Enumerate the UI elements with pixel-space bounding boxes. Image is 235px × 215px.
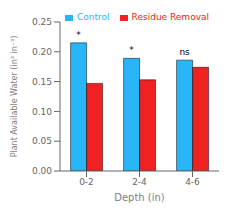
svg-text:ns: ns	[179, 47, 190, 57]
svg-text:4-6: 4-6	[185, 177, 200, 187]
svg-text:2-4: 2-4	[132, 177, 147, 187]
html-text:Control: Control	[77, 12, 110, 22]
svg-text:0.25: 0.25	[32, 17, 52, 27]
svg-text:0.10: 0.10	[32, 107, 52, 117]
html-text:Residue Removal: Residue Removal	[131, 12, 209, 22]
svg-text:0.20: 0.20	[32, 47, 52, 57]
svg-text:0.00: 0.00	[32, 166, 52, 176]
svg-text:0.15: 0.15	[32, 77, 52, 87]
svg-text:*: *	[129, 45, 134, 55]
svg-text:*: *	[76, 30, 81, 40]
svg-text:Plant Available Water (in³ in⁻: Plant Available Water (in³ in⁻³)	[10, 36, 19, 158]
svg-text:0-2: 0-2	[79, 177, 94, 187]
svg-text:Depth (in): Depth (in)	[114, 192, 165, 203]
svg-text:0.05: 0.05	[32, 136, 52, 146]
